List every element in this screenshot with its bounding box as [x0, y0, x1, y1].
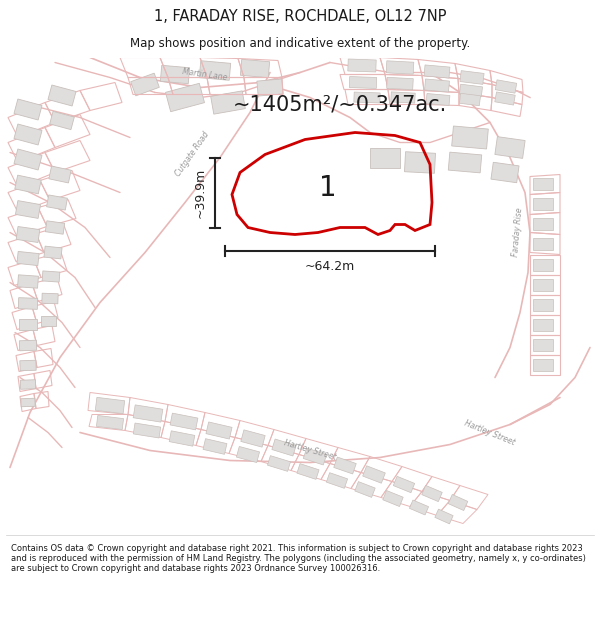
Polygon shape: [533, 259, 553, 271]
Polygon shape: [268, 456, 290, 471]
Polygon shape: [42, 271, 60, 282]
Polygon shape: [391, 92, 415, 103]
Polygon shape: [394, 476, 415, 492]
Polygon shape: [404, 152, 436, 173]
Polygon shape: [491, 162, 519, 182]
Polygon shape: [349, 76, 377, 89]
Text: 1: 1: [319, 174, 337, 201]
Polygon shape: [297, 464, 319, 479]
Polygon shape: [16, 201, 41, 218]
Polygon shape: [304, 448, 326, 465]
Polygon shape: [133, 423, 161, 438]
Polygon shape: [133, 405, 163, 422]
Polygon shape: [533, 339, 553, 351]
Polygon shape: [386, 61, 414, 74]
Polygon shape: [533, 279, 553, 291]
Polygon shape: [354, 92, 380, 103]
Polygon shape: [348, 59, 376, 72]
Text: ~64.2m: ~64.2m: [305, 261, 355, 274]
Text: 1, FARADAY RISE, ROCHDALE, OL12 7NP: 1, FARADAY RISE, ROCHDALE, OL12 7NP: [154, 9, 446, 24]
Polygon shape: [46, 221, 65, 234]
Text: Martin Lane: Martin Lane: [182, 67, 228, 82]
Polygon shape: [495, 80, 517, 93]
Polygon shape: [160, 65, 190, 84]
Polygon shape: [21, 398, 35, 407]
Polygon shape: [533, 238, 553, 249]
Polygon shape: [203, 439, 227, 454]
Polygon shape: [20, 380, 35, 389]
Polygon shape: [14, 99, 42, 120]
Polygon shape: [334, 457, 356, 474]
Text: Hartley Street: Hartley Street: [463, 418, 517, 447]
Polygon shape: [533, 359, 553, 371]
Polygon shape: [533, 299, 553, 311]
Polygon shape: [460, 71, 484, 84]
Polygon shape: [409, 500, 428, 515]
Polygon shape: [170, 413, 198, 430]
Polygon shape: [16, 226, 40, 242]
Text: Cutgate Road: Cutgate Road: [173, 131, 211, 179]
Polygon shape: [20, 360, 36, 371]
Polygon shape: [495, 92, 515, 105]
Polygon shape: [17, 251, 39, 266]
Polygon shape: [533, 319, 553, 331]
Polygon shape: [435, 509, 453, 524]
Text: ~39.9m: ~39.9m: [194, 168, 207, 217]
Polygon shape: [166, 83, 205, 112]
Polygon shape: [17, 275, 38, 288]
Polygon shape: [236, 446, 260, 462]
Polygon shape: [387, 78, 413, 89]
Polygon shape: [448, 152, 482, 173]
Polygon shape: [169, 431, 195, 446]
Polygon shape: [460, 84, 482, 97]
Polygon shape: [533, 217, 553, 229]
Polygon shape: [495, 137, 525, 158]
Text: ~1405m²/~0.347ac.: ~1405m²/~0.347ac.: [233, 94, 447, 114]
Polygon shape: [41, 316, 56, 326]
Text: Contains OS data © Crown copyright and database right 2021. This information is : Contains OS data © Crown copyright and d…: [11, 544, 586, 573]
Polygon shape: [426, 94, 450, 106]
Polygon shape: [15, 175, 41, 194]
Polygon shape: [48, 85, 76, 106]
Polygon shape: [370, 148, 400, 168]
Polygon shape: [326, 472, 347, 488]
Polygon shape: [206, 422, 232, 439]
Polygon shape: [44, 246, 62, 259]
Text: Map shows position and indicative extent of the property.: Map shows position and indicative extent…: [130, 37, 470, 49]
Polygon shape: [460, 93, 481, 106]
Polygon shape: [425, 79, 449, 92]
Polygon shape: [448, 494, 468, 511]
Polygon shape: [42, 293, 58, 304]
Polygon shape: [47, 195, 67, 210]
Text: Hartley Street: Hartley Street: [283, 439, 337, 462]
Polygon shape: [14, 124, 42, 145]
Polygon shape: [241, 430, 265, 447]
Polygon shape: [131, 73, 160, 96]
Polygon shape: [97, 416, 124, 429]
Polygon shape: [241, 59, 269, 78]
Polygon shape: [19, 298, 38, 309]
Polygon shape: [19, 319, 37, 330]
Polygon shape: [14, 149, 42, 170]
Polygon shape: [452, 126, 488, 149]
Polygon shape: [272, 439, 296, 456]
Text: Faraday Rise: Faraday Rise: [511, 208, 524, 258]
Polygon shape: [50, 111, 74, 129]
Polygon shape: [355, 482, 375, 498]
Polygon shape: [211, 91, 245, 114]
Polygon shape: [424, 65, 450, 78]
Polygon shape: [199, 61, 230, 80]
Polygon shape: [362, 466, 385, 483]
Polygon shape: [49, 166, 71, 183]
Polygon shape: [19, 340, 37, 351]
Polygon shape: [95, 398, 125, 414]
Polygon shape: [383, 491, 403, 506]
Polygon shape: [257, 79, 283, 96]
Polygon shape: [422, 486, 442, 502]
Polygon shape: [533, 177, 553, 189]
Polygon shape: [533, 198, 553, 209]
